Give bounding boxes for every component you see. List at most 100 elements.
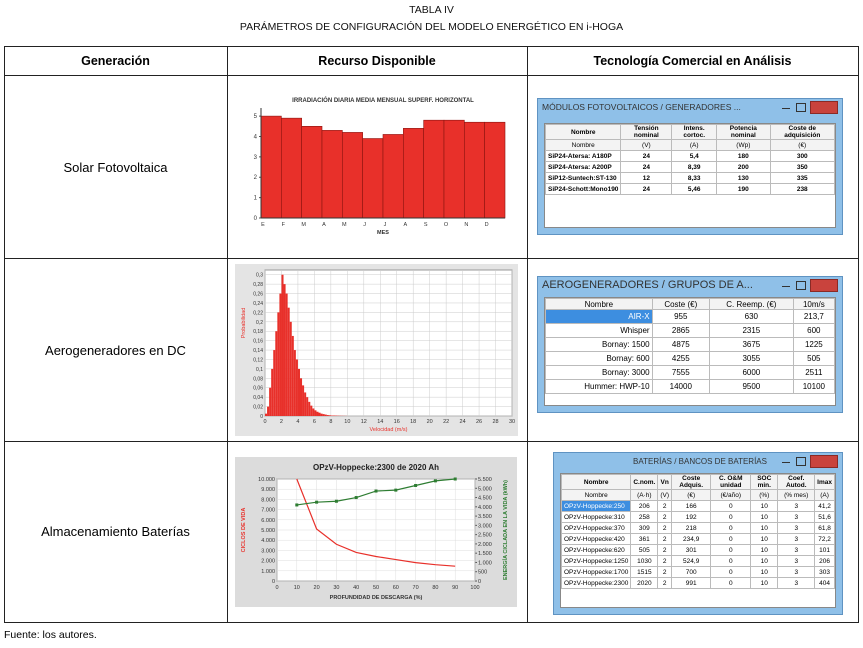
grid-cell: 51,6	[814, 511, 835, 523]
y-tick-label: 0,3	[256, 273, 263, 279]
x-tick-label: 100	[470, 585, 479, 591]
y-tick-label: 10.000	[258, 477, 275, 483]
window-title: BATERÍAS / BANCOS DE BATERÍAS	[633, 456, 767, 466]
window: BATERÍAS / BANCOS DE BATERÍAS Nombre C.nom…	[553, 452, 843, 615]
maximize-button	[796, 457, 806, 466]
histogram-bar	[304, 392, 307, 416]
x-tick-label: E	[261, 222, 265, 228]
grid-cell: 2865	[651, 323, 711, 338]
bar	[484, 121, 506, 219]
x-tick-label: S	[424, 222, 428, 228]
grid-header-row: Nombre C.nom. Vn Coste Adquis. C. O&M unidad…	[561, 474, 835, 490]
x-tick-label: 20	[314, 585, 320, 591]
grid-cell: 361	[630, 533, 659, 545]
y-tick-label: 0	[254, 216, 258, 222]
grid-header-row: Nombre Coste (€) C. Reemp. (€) 10m/s	[545, 298, 835, 310]
grid-cell: 505	[630, 544, 659, 556]
grid-header-cell: Potencia nominal	[716, 124, 771, 140]
grid-unit-cell: (€/año)	[710, 489, 752, 501]
point-marker	[334, 499, 338, 503]
x-tick-label: 0	[263, 419, 266, 425]
grid-cell: 3	[777, 577, 816, 589]
grid-cell: 218	[671, 522, 712, 534]
point-marker	[315, 500, 319, 504]
grid-cell: 10	[750, 500, 779, 512]
grid-cell: 2	[657, 555, 673, 567]
grid-row: OPzV-Hoppecke:2300 2020 2 991 0 10 3 404	[561, 577, 835, 589]
y-tick-label: 0	[272, 579, 275, 585]
y2-tick-label: 0	[478, 579, 481, 585]
grid-cell: 206	[814, 555, 835, 567]
y-tick-label: 4.000	[261, 538, 275, 544]
window-body: Nombre Coste (€) C. Reemp. (€) 10m/s AIR-X 95…	[544, 297, 836, 406]
series-line	[296, 478, 456, 567]
y-tick-label: 3	[254, 155, 258, 161]
grid-cell: OPzV-Hoppecke:420	[561, 533, 632, 545]
maximize-button	[796, 281, 806, 290]
grid-cell: 0	[710, 511, 752, 523]
y-tick-label: 0	[260, 414, 263, 420]
grid-cell: OPzV-Hoppecke:620	[561, 544, 632, 556]
grid-cell: 10100	[792, 379, 835, 394]
grid-header-cell: Nombre	[545, 124, 622, 140]
window-title-bar: BATERÍAS / BANCOS DE BATERÍAS	[554, 453, 842, 469]
grid-cell: SiP24-Atersa: A180P	[545, 150, 622, 162]
grid-unit-cell: Nombre	[561, 489, 632, 501]
rule	[4, 622, 859, 623]
grid-row: OPzV-Hoppecke:1700 1515 2 700 0 10 3 303	[561, 566, 835, 578]
grid-cell: 300	[769, 150, 835, 162]
histogram-bar	[318, 412, 321, 416]
grid-cell: 10	[750, 511, 779, 523]
grid-cell: 505	[792, 351, 835, 366]
grid-header-cell: Nombre	[545, 298, 653, 310]
histogram-bar	[316, 411, 319, 416]
grid-header-cell: C. O&M unidad	[710, 474, 752, 490]
grid-header-cell: 10m/s	[792, 298, 835, 310]
chart: OPzV-Hoppecke:2300 de 2020 Ah 0 1.000 2.000…	[235, 457, 517, 607]
grid-cell: 234,9	[671, 533, 712, 545]
grid-unit-cell: (Wp)	[716, 139, 771, 151]
grid-unit-cell: (% mes)	[777, 489, 816, 501]
grid-cell: 524,9	[671, 555, 712, 567]
histogram-bar	[312, 408, 315, 416]
grid-cell: 41,2	[814, 500, 835, 512]
x-tick-label: 22	[443, 419, 449, 425]
grid-header-cell: Coste (€)	[651, 298, 711, 310]
grid-header-cell: Tensión nominal	[620, 124, 673, 140]
window-title: MÓDULOS FOTOVOLTAICOS / GENERADORES ...	[542, 102, 741, 112]
data-grid: Nombre Tensión nominal Intens. cortoc. Pote…	[545, 124, 835, 195]
y-tick-label: 3.000	[261, 548, 275, 554]
rule	[4, 46, 859, 47]
grid-cell: 2511	[792, 365, 835, 380]
bar	[342, 132, 363, 219]
histogram-bar	[297, 368, 300, 416]
rule	[4, 46, 5, 623]
grid-cell: Bornay: 1500	[545, 337, 653, 352]
x-axis-label: PROFUNDIDAD DE DESCARGA (%)	[330, 595, 423, 601]
grid-cell: 1515	[630, 566, 659, 578]
x-tick-label: N	[464, 222, 468, 228]
x-tick-label: 28	[492, 419, 498, 425]
grid-cell: 9500	[709, 379, 794, 394]
grid-header-cell: Nombre	[561, 474, 632, 490]
chart: IRRADIACIÓN DIARIA MEDIA MENSUAL SUPERF.…	[243, 92, 511, 242]
histogram-bar	[291, 335, 294, 416]
y-tick-label: 0,2	[256, 320, 263, 326]
grid-cell: Whisper	[545, 323, 653, 338]
grid-cell: 350	[769, 161, 835, 173]
point-marker	[453, 477, 457, 481]
grid-cell: 4255	[651, 351, 711, 366]
histogram-bar	[273, 350, 276, 416]
grid-unit-cell: (V)	[657, 489, 673, 501]
grid-unit-row: Nombre (A·h) (V) (€) (€/año) (%) (% mes) (A)	[561, 489, 835, 501]
grid-cell: 190	[716, 183, 771, 195]
grid-unit-cell: (V)	[620, 139, 673, 151]
rule	[4, 75, 859, 76]
histogram-bar	[320, 413, 323, 416]
y-tick-label: 0,16	[253, 339, 263, 345]
y-tick-label: 0,1	[256, 367, 263, 373]
grid-header-cell: Coste Adquis.	[671, 474, 712, 490]
histogram-bar	[308, 401, 311, 416]
grid-cell: 4875	[651, 337, 711, 352]
chart-title: OPzV-Hoppecke:2300 de 2020 Ah	[313, 463, 439, 472]
